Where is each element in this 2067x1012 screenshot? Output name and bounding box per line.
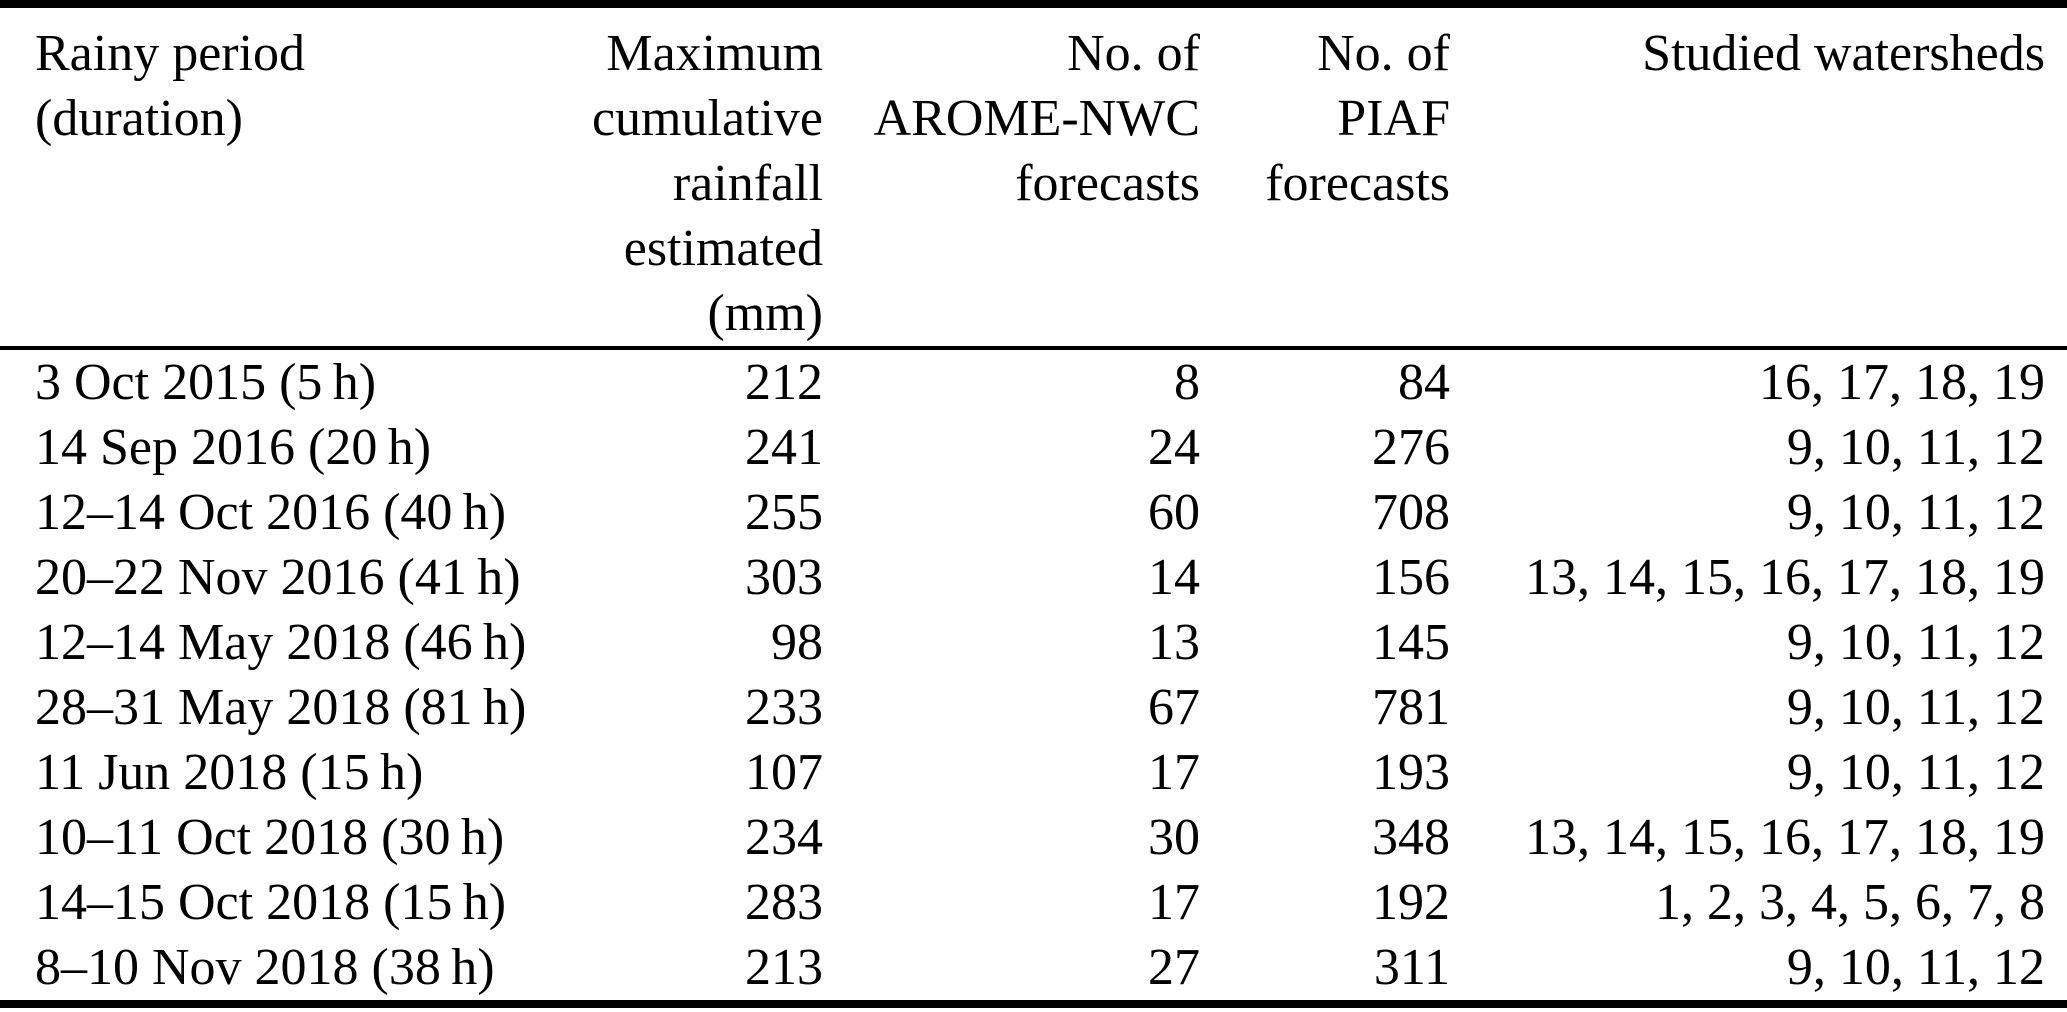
table-row: 12–14 May 2018 (46 h) 98 13 145 9, 10, 1… (0, 610, 2067, 675)
cell-rainy-period: 3 Oct 2015 (5 h) (35, 354, 377, 411)
cell-rainy-period: 12–14 Oct 2016 (40 h) (35, 484, 507, 541)
cell-max-rainfall: 234 (745, 809, 823, 866)
cell-arome-forecasts: 13 (1148, 614, 1200, 671)
cell-max-rainfall: 233 (745, 679, 823, 736)
cell-watersheds: 1, 2, 3, 4, 5, 6, 7, 8 (1655, 874, 2045, 931)
cell-piaf-forecasts: 145 (1372, 614, 1450, 671)
cell-rainy-period: 11 Jun 2018 (15 h) (35, 744, 424, 801)
cell-max-rainfall: 255 (745, 484, 823, 541)
cell-watersheds: 13, 14, 15, 16, 17, 18, 19 (1525, 809, 2045, 866)
table-body: 3 Oct 2015 (5 h) 212 8 84 16, 17, 18, 19… (0, 348, 2067, 1004)
cell-piaf-forecasts: 276 (1372, 419, 1450, 476)
cell-piaf-forecasts: 156 (1372, 549, 1450, 606)
column-header-arome-forecasts: No. of AROME-NWC forecasts (873, 25, 1200, 212)
cell-rainy-period: 8–10 Nov 2018 (38 h) (35, 939, 495, 996)
cell-arome-forecasts: 27 (1148, 939, 1200, 996)
cell-rainy-period: 28–31 May 2018 (81 h) (35, 679, 527, 736)
cell-arome-forecasts: 60 (1148, 484, 1200, 541)
cell-piaf-forecasts: 311 (1373, 939, 1450, 996)
cell-piaf-forecasts: 781 (1372, 679, 1450, 736)
cell-rainy-period: 20–22 Nov 2016 (41 h) (35, 549, 521, 606)
cell-rainy-period: 10–11 Oct 2018 (30 h) (35, 809, 505, 866)
column-header-rainy-period: Rainy period (duration) (35, 25, 306, 147)
cell-arome-forecasts: 8 (1174, 354, 1200, 411)
table-header: Rainy period (duration) Maximum cumulati… (0, 4, 2067, 348)
cell-arome-forecasts: 67 (1148, 679, 1200, 736)
cell-max-rainfall: 303 (745, 549, 823, 606)
table-header-row: Rainy period (duration) Maximum cumulati… (0, 4, 2067, 348)
cell-watersheds: 9, 10, 11, 12 (1786, 939, 2045, 996)
cell-rainy-period: 14 Sep 2016 (20 h) (35, 419, 432, 476)
cell-piaf-forecasts: 193 (1372, 744, 1450, 801)
cell-piaf-forecasts: 84 (1398, 354, 1450, 411)
cell-piaf-forecasts: 708 (1372, 484, 1450, 541)
cell-arome-forecasts: 24 (1148, 419, 1200, 476)
cell-max-rainfall: 241 (745, 419, 823, 476)
cell-arome-forecasts: 14 (1148, 549, 1200, 606)
table-row: 10–11 Oct 2018 (30 h) 234 30 348 13, 14,… (0, 805, 2067, 870)
cell-max-rainfall: 98 (771, 614, 823, 671)
cell-arome-forecasts: 17 (1148, 874, 1200, 931)
table-row: 3 Oct 2015 (5 h) 212 8 84 16, 17, 18, 19 (0, 348, 2067, 415)
column-header-watersheds: Studied watersheds (1642, 25, 2045, 82)
cell-watersheds: 9, 10, 11, 12 (1786, 679, 2045, 736)
cell-watersheds: 9, 10, 11, 12 (1786, 614, 2045, 671)
cell-max-rainfall: 212 (745, 354, 823, 411)
cell-rainy-period: 14–15 Oct 2018 (15 h) (35, 874, 507, 931)
table-row: 8–10 Nov 2018 (38 h) 213 27 311 9, 10, 1… (0, 935, 2067, 1004)
table-row: 14 Sep 2016 (20 h) 241 24 276 9, 10, 11,… (0, 415, 2067, 480)
cell-max-rainfall: 213 (745, 939, 823, 996)
table-row: 28–31 May 2018 (81 h) 233 67 781 9, 10, … (0, 675, 2067, 740)
cell-piaf-forecasts: 348 (1372, 809, 1450, 866)
cell-watersheds: 16, 17, 18, 19 (1759, 354, 2045, 411)
column-header-max-rainfall: Maximum cumulative rainfall estimated (m… (591, 25, 823, 342)
cell-max-rainfall: 283 (745, 874, 823, 931)
cell-max-rainfall: 107 (745, 744, 823, 801)
column-header-piaf-forecasts: No. of PIAF forecasts (1265, 25, 1450, 212)
cell-rainy-period: 12–14 May 2018 (46 h) (35, 614, 527, 671)
table-row: 20–22 Nov 2016 (41 h) 303 14 156 13, 14,… (0, 545, 2067, 610)
table-row: 14–15 Oct 2018 (15 h) 283 17 192 1, 2, 3… (0, 870, 2067, 935)
cell-watersheds: 9, 10, 11, 12 (1786, 484, 2045, 541)
cell-watersheds: 9, 10, 11, 12 (1786, 419, 2045, 476)
table-row: 12–14 Oct 2016 (40 h) 255 60 708 9, 10, … (0, 480, 2067, 545)
cell-arome-forecasts: 17 (1148, 744, 1200, 801)
table-row: 11 Jun 2018 (15 h) 107 17 193 9, 10, 11,… (0, 740, 2067, 805)
cell-piaf-forecasts: 192 (1372, 874, 1450, 931)
cell-watersheds: 13, 14, 15, 16, 17, 18, 19 (1525, 549, 2045, 606)
cell-watersheds: 9, 10, 11, 12 (1786, 744, 2045, 801)
cell-arome-forecasts: 30 (1148, 809, 1200, 866)
